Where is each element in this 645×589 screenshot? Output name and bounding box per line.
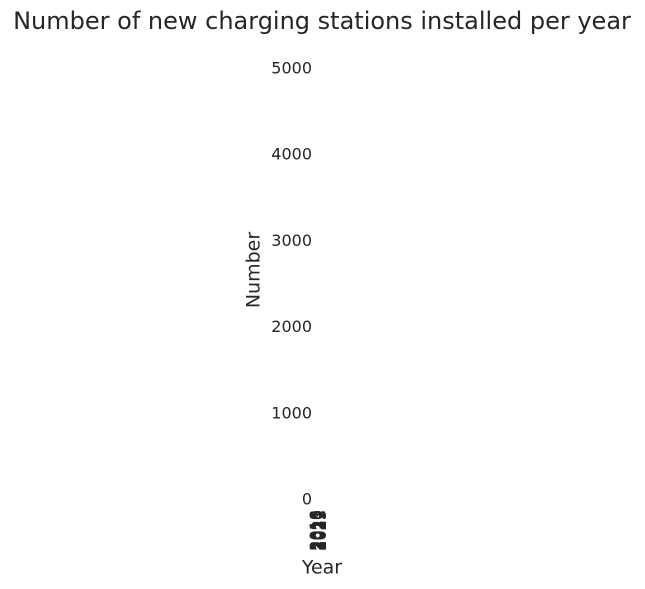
chart-title: Number of new charging stations installe…	[13, 7, 631, 35]
x-axis-label: Year	[301, 557, 342, 579]
x-tick-label: 2019	[307, 510, 326, 551]
x-tick-label: 2020	[308, 510, 327, 551]
x-tick-label: 2018	[306, 510, 325, 551]
y-tick-label: 0	[302, 490, 312, 509]
y-tick-label: 3000	[271, 231, 312, 250]
y-tick-label: 5000	[271, 59, 312, 78]
y-tick-label: 4000	[271, 145, 312, 164]
y-axis-label: Number	[243, 232, 265, 309]
y-tick-label: 1000	[271, 403, 312, 422]
x-tick-label: 2023	[311, 510, 330, 551]
x-tick-label: 2021	[309, 510, 328, 551]
x-tick-label: 2022	[310, 510, 329, 551]
y-tick-label: 2000	[271, 317, 312, 336]
